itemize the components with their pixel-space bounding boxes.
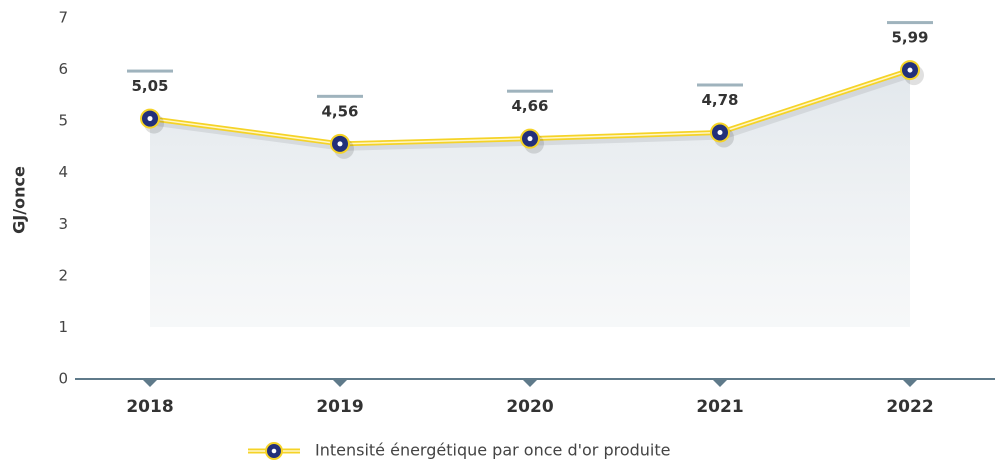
y-tick-label: 3: [58, 215, 68, 233]
x-tick: [902, 379, 918, 387]
label-bar: [887, 21, 933, 25]
value-label: 4,78: [701, 91, 738, 109]
y-tick-label: 6: [58, 60, 68, 78]
x-tick: [142, 379, 158, 387]
marker-dot: [717, 129, 723, 135]
x-tick-label: 2022: [886, 397, 933, 417]
label-box: [885, 26, 935, 51]
value-label: 4,66: [511, 97, 548, 115]
value-label: 5,99: [891, 29, 928, 47]
x-tick: [712, 379, 728, 387]
label-bar: [697, 83, 743, 87]
label-bar: [127, 69, 173, 73]
y-axis-label: GJ/once: [10, 166, 29, 234]
legend-dot: [271, 448, 277, 454]
x-tick-label: 2021: [696, 397, 743, 417]
x-tick-label: 2019: [316, 397, 363, 417]
value-label: 5,05: [131, 77, 168, 95]
label-bar: [507, 89, 553, 93]
label-box: [315, 99, 365, 124]
y-tick-label: 4: [58, 163, 68, 181]
marker-dot: [907, 67, 913, 73]
label-box: [125, 74, 175, 99]
y-tick-label: 2: [58, 266, 68, 284]
label-bar: [317, 94, 363, 98]
x-tick: [332, 379, 348, 387]
y-tick-label: 1: [58, 318, 68, 336]
x-tick-label: 2020: [506, 397, 553, 417]
x-tick: [522, 379, 538, 387]
y-tick-label: 7: [58, 9, 68, 27]
y-tick-label: 5: [58, 112, 68, 130]
y-tick-label: 0: [58, 370, 68, 388]
marker-dot: [147, 116, 153, 122]
label-box: [505, 94, 555, 119]
value-label: 4,56: [321, 102, 358, 120]
x-tick-label: 2018: [126, 397, 173, 417]
marker-dot: [337, 141, 343, 147]
label-box: [695, 88, 745, 113]
legend-label: Intensité énergétique par once d'or prod…: [315, 441, 671, 460]
marker-dot: [527, 136, 533, 142]
